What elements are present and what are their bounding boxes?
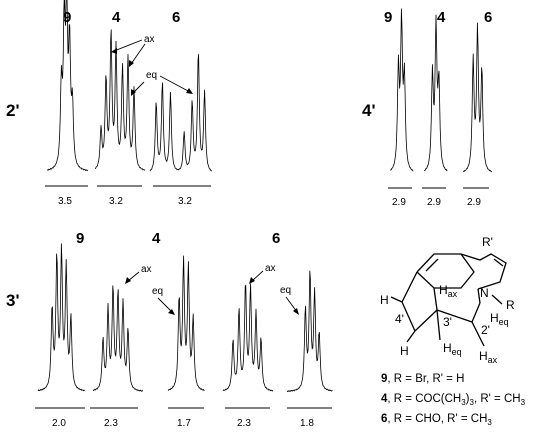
annotation-ax-3prime-6: ax [265,263,276,274]
arrowhead [293,308,299,315]
spectrum-3prime-6b [286,270,333,393]
arrow-line [127,271,140,282]
compound-label-2prime-4: 4 [112,9,121,26]
arrow-line [251,270,264,282]
scale-3prime-9: 2.0 [52,418,66,429]
compound-label-2prime-6: 6 [172,9,180,26]
scale-2prime-9: 3.5 [58,196,72,207]
spectrum-4prime-6 [462,22,493,173]
structure-h: H [380,293,389,307]
bond [471,321,485,347]
structure-labels: R' R N H H Hax Heq Heq Hax 4' 3' 2' [380,235,515,365]
structure-r-prime: R' [482,235,493,249]
legend-line-9: 9, R = Br, R' = H [381,373,464,385]
scale-3prime-4a: 2.3 [104,418,118,429]
structure-pos-2prime: 2' [481,323,490,337]
row-label-3prime: 3' [6,291,20,310]
compound-label-3prime-4: 4 [152,230,161,247]
arrow-line [113,39,143,52]
annotation-ax-3prime-4: ax [141,264,152,275]
scale-3prime-4b: 1.7 [177,418,191,429]
row-label-4prime: 4' [362,101,376,120]
arrowhead [249,277,255,284]
arrow-line [130,43,146,65]
double-bond [493,258,504,267]
structure-h-eq-bottom: Heq [443,341,462,357]
bond [414,309,438,332]
compound-label-4prime-6: 6 [484,9,492,26]
scale-4prime-4: 2.9 [427,197,441,208]
scale-4prime-6: 2.9 [467,197,481,208]
arrowhead [186,88,193,94]
bond [436,309,473,323]
structure-h-eq-right: Heq [490,311,509,327]
structure-pos-4prime: 4' [395,312,404,326]
annotation-ax-2prime: ax [144,34,155,45]
annotation-eq-3prime-6: eq [280,285,291,296]
chemical-structure [390,253,507,347]
compound-label-4prime-4: 4 [437,9,446,26]
structure-n: N [480,286,489,300]
bond [477,288,481,304]
arrowhead [168,309,175,315]
spectrum-2prime-9 [46,0,89,172]
spectrum-2prime-6 [149,54,213,172]
spectrum-4prime-9 [390,8,414,172]
legend-line-4: 4, R = COC(CH3)3, R' = CH3 [381,393,526,407]
arrowhead [129,60,134,67]
bond [436,309,441,341]
spectrum-2prime-4 [94,29,146,171]
scale-4prime-9: 2.9 [392,197,406,208]
compound-label-4prime-9: 9 [384,9,392,26]
annotations-2prime: ax eq [111,34,193,96]
bond [491,294,503,305]
structure-h-ax-bottom: Hax [479,349,498,365]
spectrum-3prime-9 [37,243,85,392]
structure-h: H [400,344,409,358]
compound-label-3prime-6: 6 [272,230,280,247]
arrowhead [111,48,117,54]
spectrum-3prime-4a [92,285,144,392]
scale-3prime-6a: 2.3 [237,418,251,429]
scale-3prime-6b: 1.8 [300,418,314,429]
bond [471,302,481,323]
structure-r: R [506,298,515,312]
arrow-line [159,75,191,93]
annotation-eq-2prime: eq [146,70,157,81]
bond [433,287,438,311]
scale-bars [35,185,489,409]
double-bond [425,258,439,272]
structure-h-ax-top: Hax [439,283,458,299]
pyrrole-ring [460,253,507,290]
compound-legend: 9, R = Br, R' = H 4, R = COC(CH3)3, R' =… [381,373,526,427]
bond [406,330,416,343]
bond [390,296,403,303]
spectrum-3prime-4b [167,255,205,391]
compound-label-3prime-9: 9 [76,230,84,247]
bond [401,301,416,332]
arrowhead [131,89,136,96]
spectrum-4prime-4 [423,14,448,172]
arrow-line [132,81,145,94]
spectra-group [37,0,493,393]
legend-line-6: 6, R = CHO, R' = CH3 [381,413,492,427]
spectrum-3prime-6a [222,283,274,392]
structure-pos-3prime: 3' [443,315,452,329]
arrow-line [157,297,173,313]
annotation-eq-3prime-4: eq [152,286,163,297]
annotations-3prime: ax eq ax eq [125,263,299,315]
arrowhead [125,277,131,284]
bond [401,271,418,303]
row-label-2prime: 2' [6,101,20,120]
scale-2prime-4: 3.2 [109,196,123,207]
scale-2prime-6: 3.2 [178,196,192,207]
